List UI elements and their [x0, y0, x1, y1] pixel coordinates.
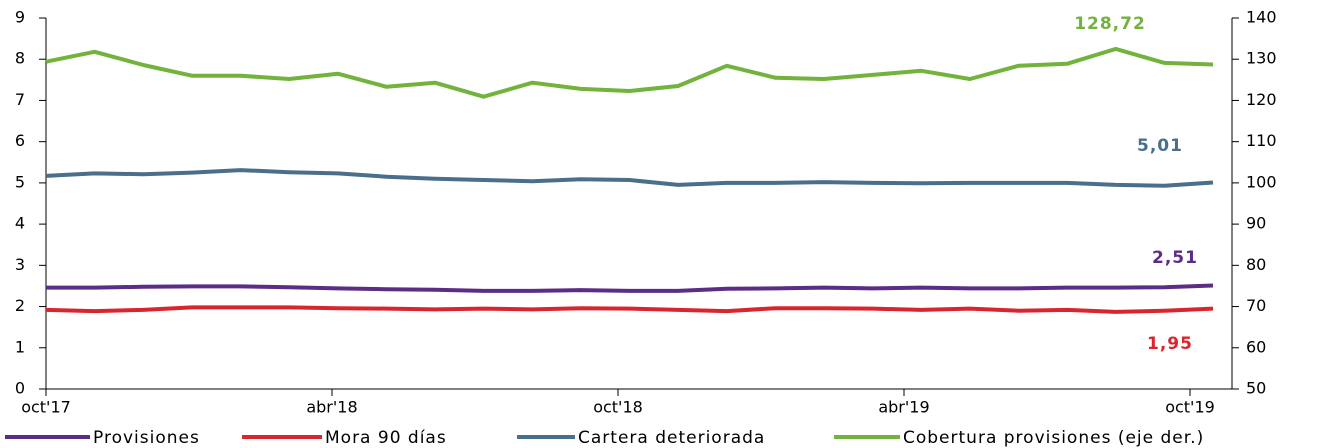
legend-label: Cobertura provisiones (eje der.)	[903, 428, 1204, 448]
x-tick-label: oct'18	[593, 398, 643, 417]
y-tick-label: 5	[15, 172, 25, 191]
series-line	[45, 168, 1214, 188]
x-tick-label: oct'17	[21, 398, 71, 417]
y2-tick-label: 140	[1246, 8, 1277, 27]
y2-tick-label: 50	[1246, 379, 1266, 398]
y2-tick-label: 120	[1246, 90, 1277, 109]
y2-tick-label: 80	[1246, 255, 1266, 274]
y2-tick-label: 90	[1246, 214, 1266, 233]
series-line	[46, 283, 1214, 293]
x-tick-label: oct'19	[1165, 398, 1215, 417]
value-label: 5,01	[1137, 136, 1183, 156]
legend-label: Provisiones	[93, 428, 200, 448]
legend-label: Mora 90 días	[325, 428, 447, 448]
y-tick-label: 8	[15, 49, 25, 68]
y-tick-label: 1	[15, 337, 25, 356]
y2-tick-label: 100	[1246, 172, 1277, 191]
y-tick-label: 4	[15, 214, 25, 233]
y2-tick-label: 110	[1246, 131, 1277, 150]
y-tick-label: 6	[15, 131, 25, 150]
series-line	[45, 46, 1214, 99]
series-line	[45, 305, 1214, 314]
x-tick-label: abr'19	[878, 398, 929, 417]
value-label: 2,51	[1152, 248, 1198, 268]
y-tick-label: 0	[15, 379, 25, 398]
y2-tick-label: 130	[1246, 49, 1277, 68]
y-tick-label: 2	[15, 296, 25, 315]
y-tick-label: 9	[15, 8, 25, 27]
value-label: 1,95	[1147, 334, 1193, 354]
legend-label: Cartera deteriorada	[578, 428, 765, 448]
y2-tick-label: 70	[1246, 296, 1266, 315]
y-tick-label: 7	[15, 90, 25, 109]
y2-tick-label: 60	[1246, 337, 1266, 356]
value-label: 128,72	[1074, 14, 1146, 34]
y-tick-label: 3	[15, 255, 25, 274]
x-tick-label: abr'18	[306, 398, 357, 417]
